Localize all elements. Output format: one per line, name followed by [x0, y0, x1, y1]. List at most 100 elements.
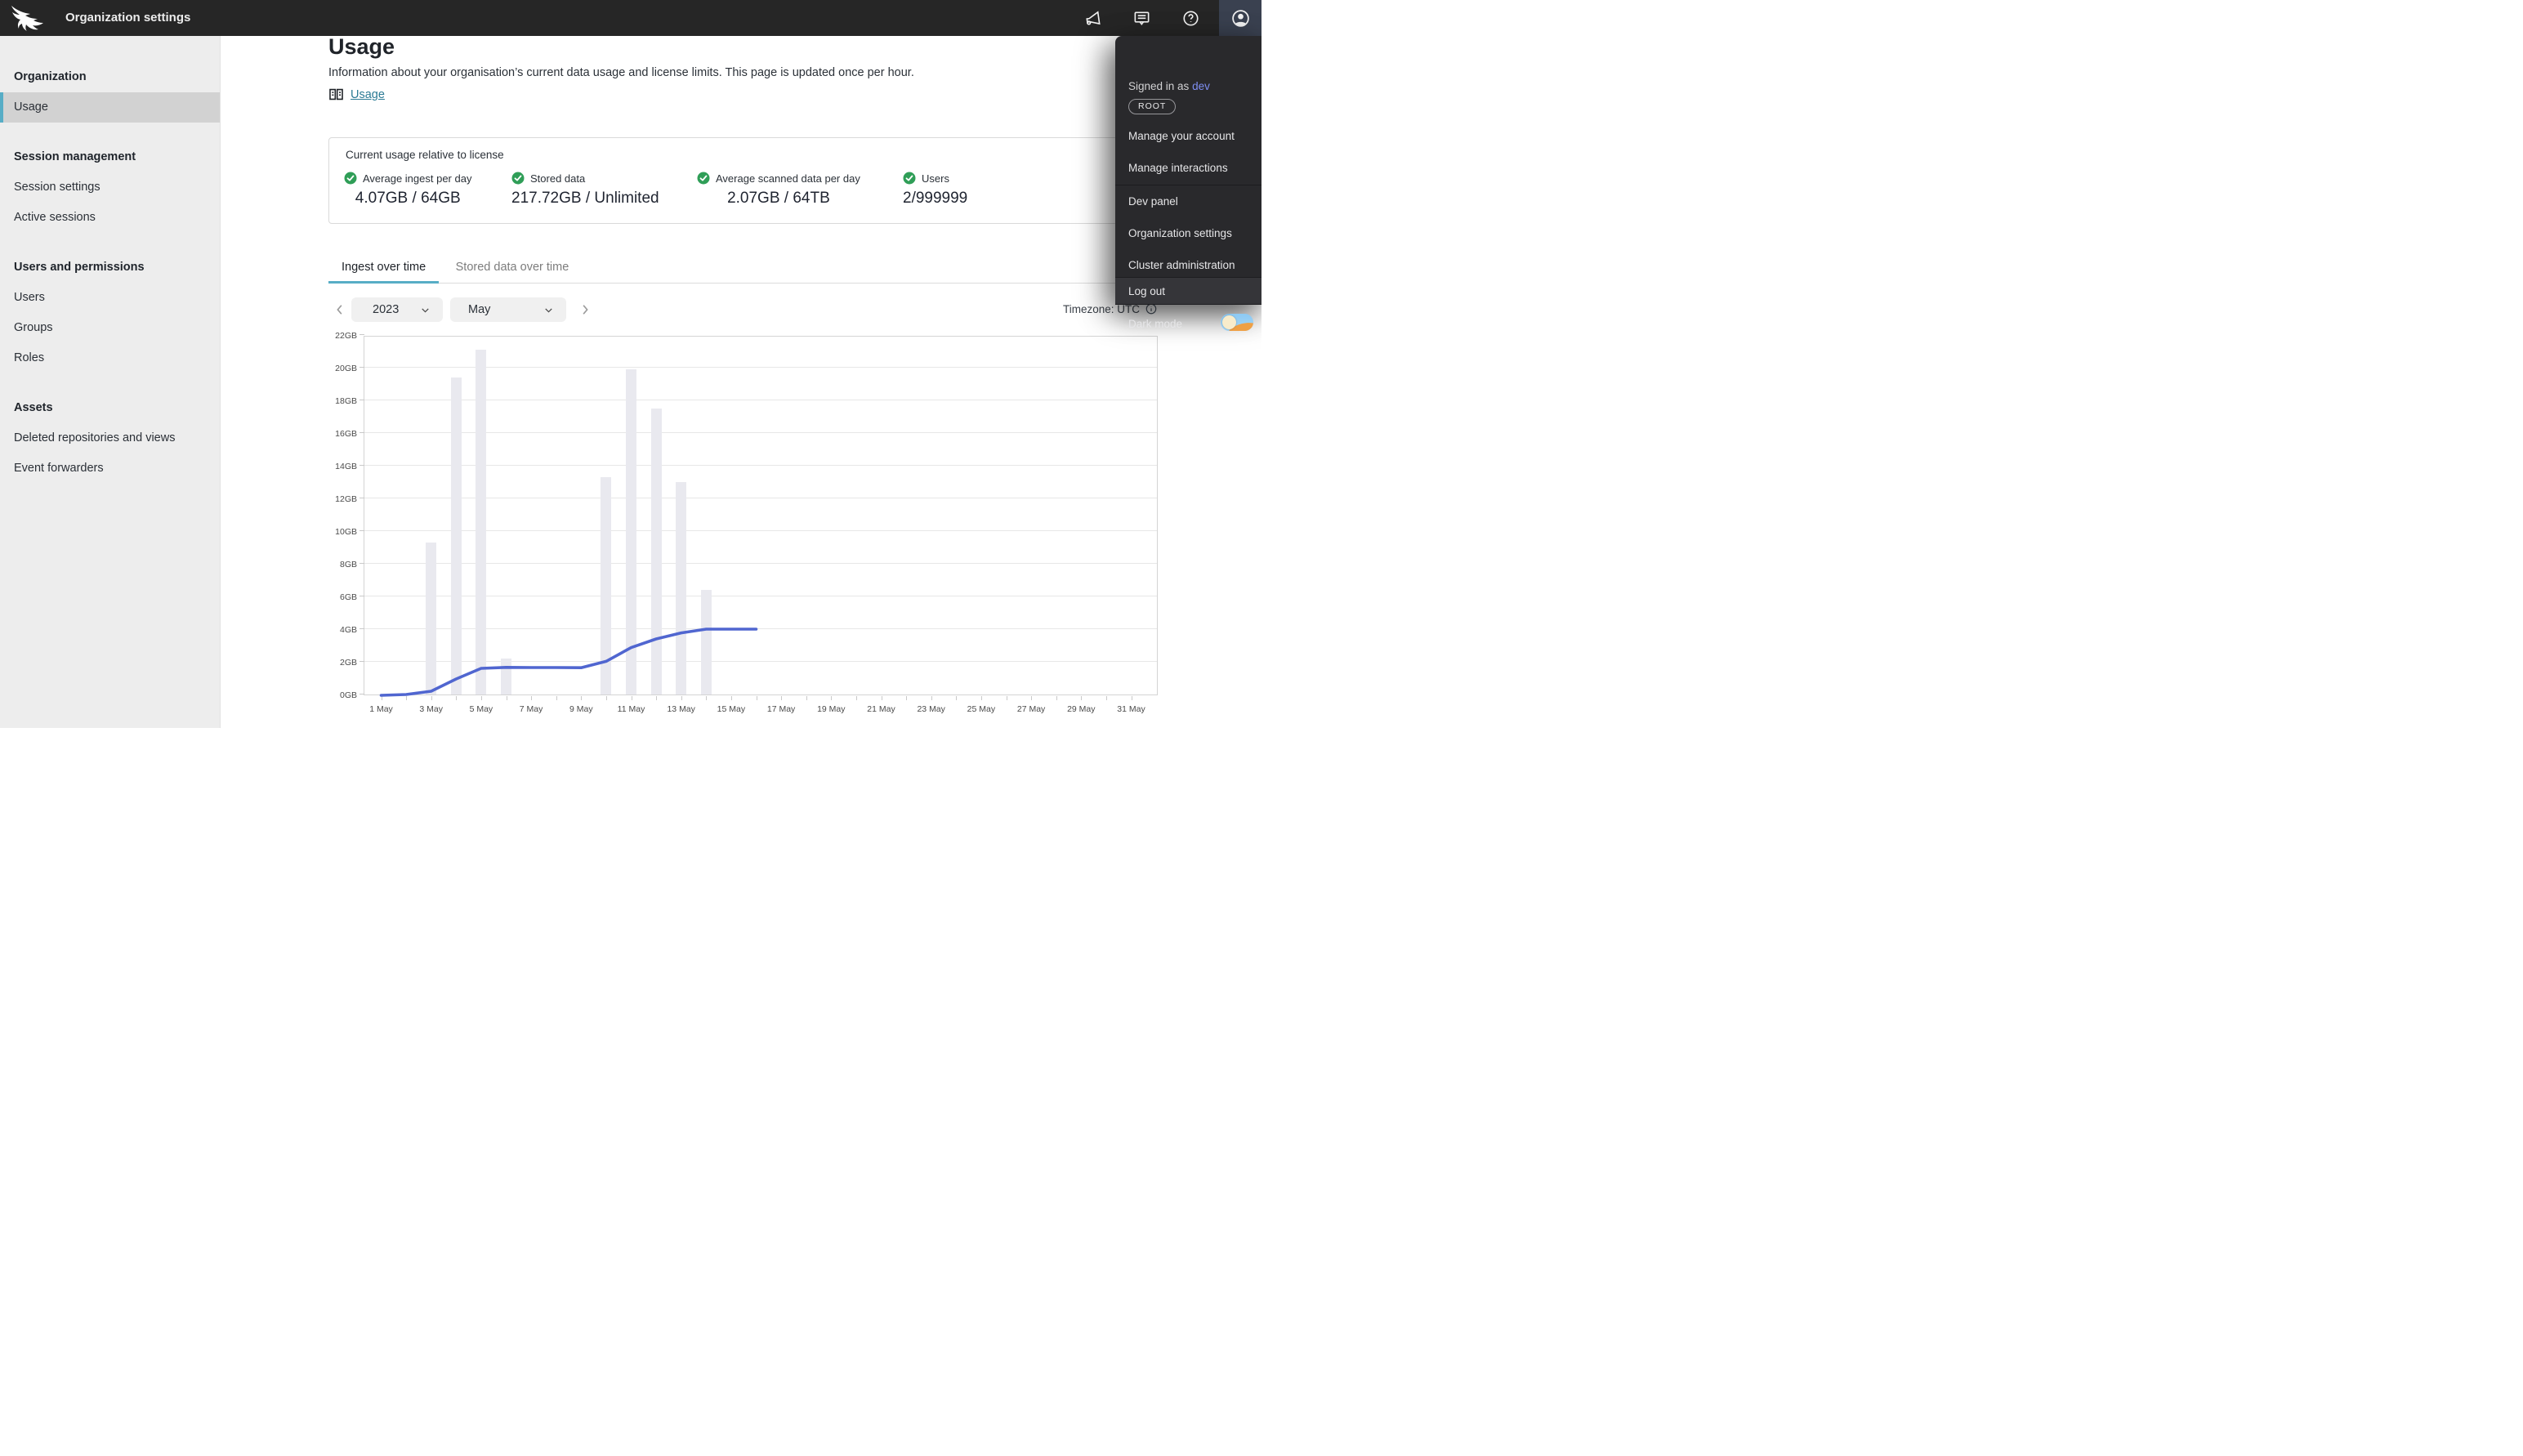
x-tick	[831, 696, 833, 700]
x-tick	[1105, 696, 1107, 700]
y-axis-label: 10GB	[335, 527, 357, 537]
ingest-average-line	[379, 628, 758, 697]
usage-doc-link-label[interactable]: Usage	[351, 87, 385, 101]
x-tick	[656, 696, 658, 700]
sidebar-item-active-sessions[interactable]: Active sessions	[14, 211, 96, 224]
help-icon	[1182, 10, 1199, 26]
y-tick	[359, 432, 364, 433]
x-tick	[956, 696, 958, 700]
y-tick	[359, 465, 364, 466]
x-axis-label: 5 May	[469, 704, 493, 714]
x-axis-label: 19 May	[817, 704, 846, 714]
stat-value: 217.72GB / Unlimited	[511, 190, 659, 207]
gridline	[364, 432, 1157, 433]
timezone-label: Timezone: UTC	[964, 302, 1158, 315]
chart-bar-10-may	[601, 477, 612, 695]
username-link[interactable]: dev	[1192, 80, 1210, 92]
y-axis-label: 0GB	[339, 690, 357, 700]
menu-item-manage-interactions[interactable]: Manage interactions	[1128, 162, 1228, 174]
sidebar-item-event-forwarders[interactable]: Event forwarders	[14, 462, 104, 475]
chevron-down-icon	[545, 308, 552, 312]
y-tick	[359, 367, 364, 368]
sidebar-item-deleted-repositories-and-views[interactable]: Deleted repositories and views	[14, 431, 176, 444]
menu-item-cluster-administration[interactable]: Cluster administration	[1128, 259, 1235, 271]
x-axis-label: 25 May	[967, 704, 996, 714]
x-axis-label: 23 May	[917, 704, 945, 714]
sidebar-section-organization: Organization	[14, 70, 87, 83]
chart-bar-13-may	[676, 482, 687, 695]
x-axis-label: 21 May	[867, 704, 895, 714]
chart-bar-4-may	[450, 377, 462, 695]
stat-label: Average scanned data per day	[716, 172, 860, 185]
gridline	[364, 367, 1157, 368]
x-tick	[431, 696, 432, 700]
year-select[interactable]: 2023	[351, 297, 443, 322]
menu-item-dev-panel[interactable]: Dev panel	[1128, 195, 1178, 208]
sidebar-item-groups[interactable]: Groups	[14, 321, 53, 334]
dark-mode-toggle[interactable]	[1221, 314, 1253, 331]
y-axis-label: 4GB	[339, 625, 357, 635]
tab-stored-data-over-time[interactable]: Stored data over time	[455, 261, 569, 274]
signed-in-label: Signed in as dev	[1128, 80, 1210, 92]
sidebar-section-users-and-permissions: Users and permissions	[14, 261, 145, 274]
y-axis-label: 6GB	[339, 592, 357, 602]
x-tick	[605, 696, 607, 700]
page-title: Usage	[328, 34, 395, 59]
next-month-button[interactable]	[575, 297, 595, 322]
y-axis-label: 2GB	[339, 658, 357, 668]
gridline	[364, 465, 1157, 466]
previous-month-button[interactable]	[330, 297, 350, 322]
x-tick	[931, 696, 932, 700]
stat-stored-data: Stored data 217.72GB / Unlimited	[511, 172, 659, 208]
sidebar: Organization Usage Session management Sessi…	[0, 36, 221, 728]
falcon-logo-icon[interactable]	[11, 5, 50, 31]
x-axis-label: 31 May	[1117, 704, 1145, 714]
sidebar-item-usage[interactable]: Usage	[0, 92, 220, 123]
stat-value: 4.07GB / 64GB	[355, 190, 461, 207]
book-icon	[329, 88, 343, 100]
month-select[interactable]: May	[450, 297, 566, 322]
sidebar-item-session-settings[interactable]: Session settings	[14, 181, 100, 194]
sidebar-item-users[interactable]: Users	[14, 291, 45, 304]
check-icon	[511, 172, 525, 185]
feedback-button[interactable]	[1123, 0, 1159, 36]
menu-item-manage-your-account[interactable]: Manage your account	[1128, 130, 1235, 142]
announcements-button[interactable]	[1074, 0, 1110, 36]
x-axis-label: 15 May	[717, 704, 746, 714]
sidebar-section-assets: Assets	[14, 401, 53, 414]
x-tick	[406, 696, 408, 700]
license-panel-title: Current usage relative to license	[346, 149, 504, 161]
menu-item-log-out[interactable]: Log out	[1115, 277, 1262, 305]
avatar-button[interactable]	[1219, 0, 1262, 36]
usage-doc-link[interactable]: Usage	[328, 87, 385, 101]
x-axis-label: 27 May	[1016, 704, 1046, 714]
gridline	[364, 530, 1157, 531]
x-tick	[531, 696, 533, 700]
y-tick	[359, 563, 364, 564]
check-icon	[697, 172, 710, 185]
x-axis-label: 11 May	[617, 704, 645, 714]
app-title: Organization settings	[65, 11, 191, 25]
dark-mode-label: Dark mode	[1128, 318, 1183, 330]
chart-tabs: Ingest over time Stored data over time	[328, 254, 1158, 284]
x-tick	[1056, 696, 1057, 700]
help-button[interactable]	[1172, 0, 1208, 36]
x-axis-label: 9 May	[569, 704, 593, 714]
menu-item-organization-settings[interactable]: Organization settings	[1128, 227, 1232, 239]
stat-value: 2/999999	[903, 190, 968, 207]
stat-label: Average ingest per day	[363, 172, 472, 185]
sidebar-item-roles[interactable]: Roles	[14, 351, 45, 364]
gridline	[364, 628, 1157, 629]
x-tick	[556, 696, 557, 700]
y-axis-label: 8GB	[339, 560, 357, 569]
y-axis-label: 14GB	[335, 462, 357, 471]
tab-ingest-over-time[interactable]: Ingest over time	[328, 254, 440, 284]
y-tick	[359, 530, 364, 531]
chevron-right-icon	[583, 305, 588, 315]
y-tick	[359, 694, 364, 695]
gridline	[364, 661, 1157, 662]
x-tick	[681, 696, 682, 700]
chevron-down-icon	[422, 308, 429, 312]
x-axis-label: 13 May	[667, 704, 695, 714]
chart-bar-5-may	[476, 350, 487, 695]
